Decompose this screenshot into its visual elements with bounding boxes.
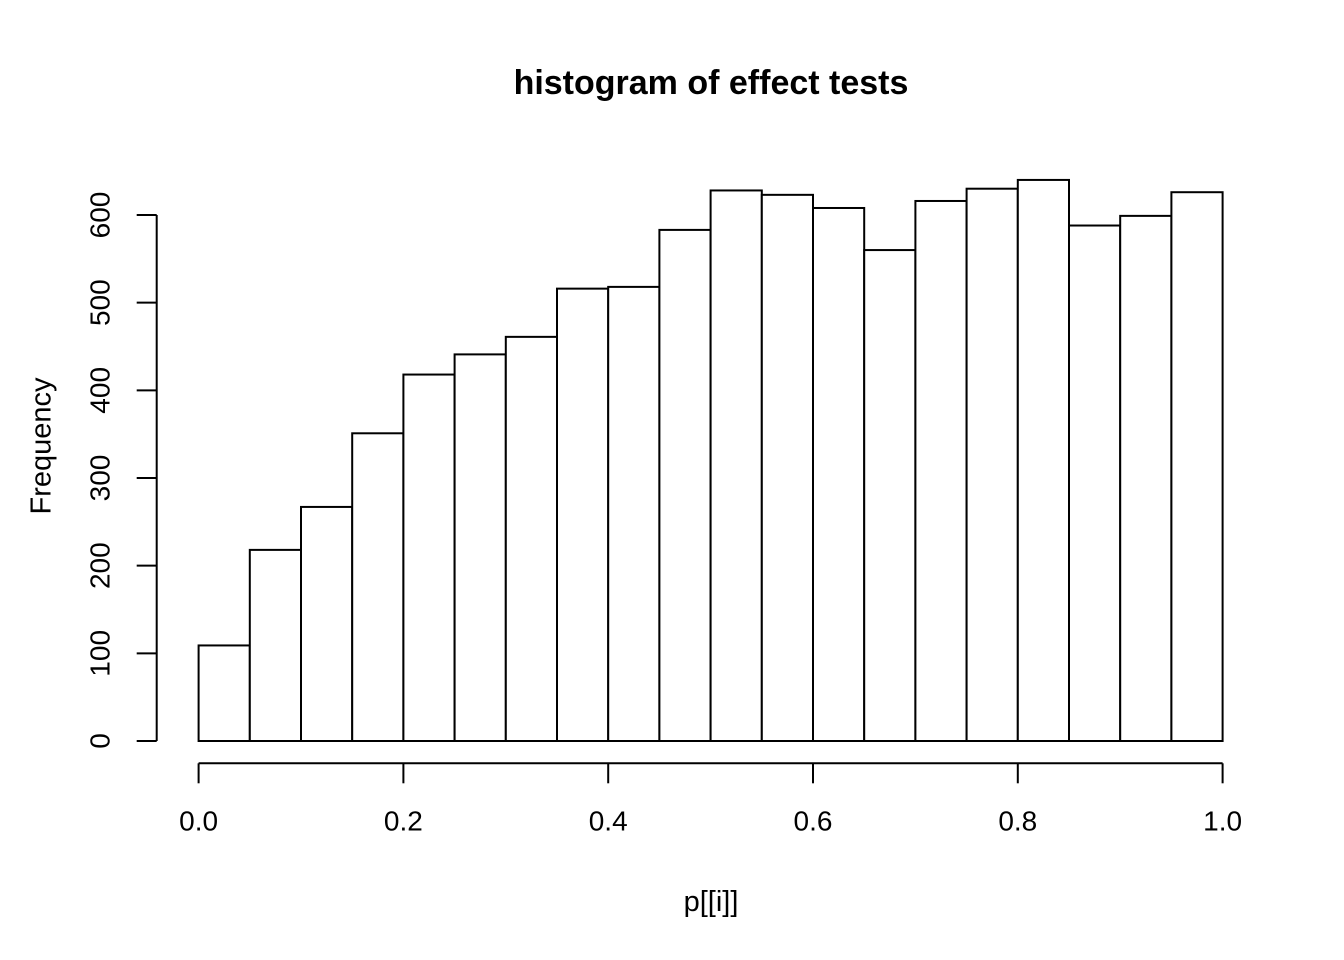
histogram-bar bbox=[197, 644, 251, 743]
y-tick-label: 300 bbox=[85, 455, 116, 502]
x-tick-label: 0.8 bbox=[998, 805, 1037, 836]
histogram-bar bbox=[863, 249, 917, 742]
x-axis-label: p[[i]] bbox=[683, 886, 739, 918]
histogram-bar bbox=[1016, 178, 1070, 742]
histogram-bar bbox=[351, 432, 405, 742]
histogram-bar bbox=[402, 373, 456, 742]
histogram-bar bbox=[556, 287, 610, 742]
histogram-bar bbox=[812, 206, 866, 742]
histogram-bar bbox=[709, 189, 763, 743]
histogram-bar bbox=[760, 193, 814, 742]
chart-title: histogram of effect tests bbox=[513, 64, 909, 102]
x-tick-label: 0.6 bbox=[794, 805, 833, 836]
x-tick-label: 0.4 bbox=[589, 805, 628, 836]
x-tick-label: 0.2 bbox=[384, 805, 423, 836]
y-tick-label: 0 bbox=[85, 733, 116, 749]
histogram-bar bbox=[1170, 191, 1224, 742]
histogram-bar bbox=[914, 199, 968, 742]
histogram-bar bbox=[658, 228, 712, 743]
y-tick-label: 100 bbox=[85, 630, 116, 677]
histogram-bar bbox=[504, 335, 558, 742]
histogram-bar bbox=[607, 285, 661, 742]
x-tick-label: 0.0 bbox=[179, 805, 218, 836]
histogram-bar bbox=[453, 353, 507, 742]
y-tick-label: 500 bbox=[85, 279, 116, 326]
histogram-bar bbox=[1068, 224, 1122, 742]
histogram-bar bbox=[248, 548, 303, 742]
y-axis-label: Frequency bbox=[25, 377, 58, 515]
y-tick-label: 400 bbox=[85, 367, 116, 414]
y-tick-label: 200 bbox=[85, 542, 116, 589]
y-tick-label: 600 bbox=[85, 192, 116, 239]
histogram-bar bbox=[965, 187, 1019, 742]
histogram-bar bbox=[300, 505, 354, 742]
x-tick-label: 1.0 bbox=[1203, 805, 1242, 836]
histogram-bar bbox=[1119, 214, 1173, 743]
